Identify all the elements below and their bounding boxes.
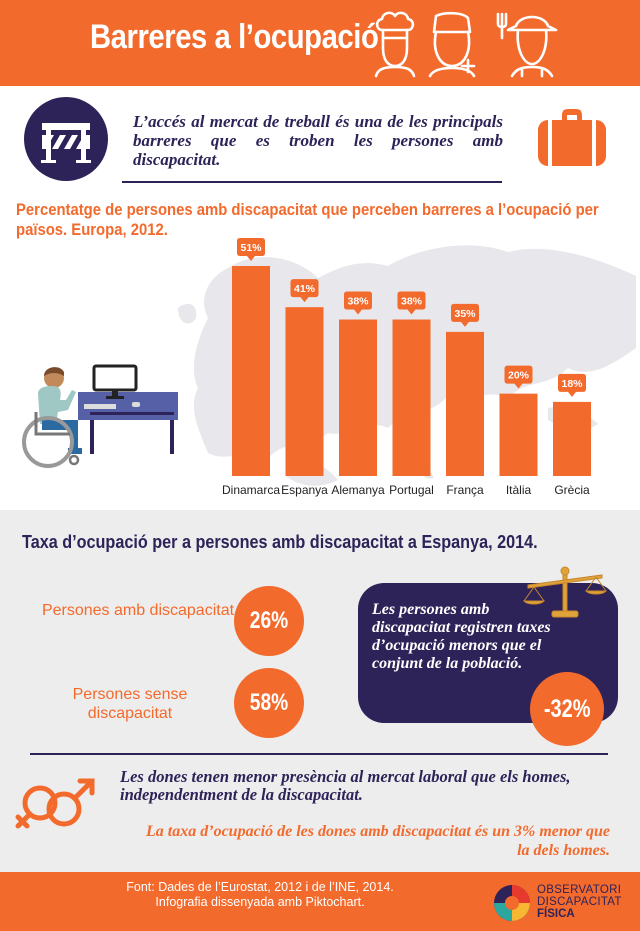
professions-icons <box>374 11 558 78</box>
intro-divider <box>122 181 502 183</box>
data-label-badge <box>558 373 586 397</box>
footer <box>0 872 640 931</box>
chart-title: Percentatge de persones amb discapacitat… <box>16 201 599 239</box>
with-disability-value: 26% <box>249 607 289 634</box>
observatori-logo-icon <box>494 885 530 921</box>
bar-portugal <box>392 319 431 476</box>
logo-line2: DISCAPACITAT <box>537 896 622 908</box>
data-label: 20% <box>508 370 530 382</box>
data-label-badge <box>397 291 426 315</box>
logo-text: OBSERVATORI DISCAPACITAT FÍSICA <box>537 884 622 920</box>
category-label: Espanya <box>281 483 328 497</box>
bar-espanya <box>285 307 324 476</box>
roadblock-icon <box>24 97 108 181</box>
credit-text: Infografia dissenyada amb Piktochart. <box>155 895 365 909</box>
data-label: 41% <box>294 283 316 295</box>
without-disability-value: 58% <box>249 689 289 716</box>
data-label-badge <box>290 279 319 303</box>
data-label: 35% <box>454 308 476 320</box>
intro-statement: L’accés al mercat de treball és una de l… <box>133 112 503 169</box>
bar-frança <box>446 331 484 476</box>
chef-icon <box>374 11 416 78</box>
farmer-icon <box>496 12 558 78</box>
comparison-text: Les persones amb discapacitat registren … <box>372 601 551 672</box>
women-note: La taxa d’ocupació de les dones amb disc… <box>146 823 610 859</box>
bar-alemanya <box>339 319 377 476</box>
category-label: Itàlia <box>506 483 532 497</box>
women-statement: Les dones tenen menor presència al merca… <box>120 767 571 804</box>
data-label-badge <box>451 303 479 327</box>
briefcase-icon <box>538 109 606 166</box>
gender-symbols-icon <box>15 778 95 829</box>
footer-text: Font: Dades de l’Eurostat, 2012 i de l’I… <box>100 880 420 910</box>
data-label: 38% <box>347 296 369 308</box>
category-label: Alemanya <box>331 483 385 497</box>
data-label-badge <box>344 291 372 315</box>
difference-badge: -32% <box>530 672 604 746</box>
logo-line3: FÍSICA <box>537 908 575 920</box>
data-label: 18% <box>561 378 583 390</box>
data-label-badge <box>237 238 265 261</box>
data-label: 38% <box>401 296 423 308</box>
wheelchair-worker-icon <box>22 364 178 468</box>
without-disability-label: Persones sense discapacitat <box>72 686 188 722</box>
bar-grècia <box>553 401 591 476</box>
balance-scale-icon <box>522 566 608 618</box>
data-label: 51% <box>240 242 262 254</box>
with-disability-label: Persones amb discapacitat <box>41 602 235 619</box>
difference-value: -32% <box>543 694 591 723</box>
nurse-icon <box>428 11 476 78</box>
without-disability-rate: 58% <box>234 668 304 738</box>
with-disability-rate: 26% <box>234 586 304 656</box>
category-label: França <box>446 483 484 497</box>
bar-dinamarca <box>232 266 270 476</box>
employment-title: Taxa d’ocupació per a persones amb disca… <box>22 532 538 552</box>
bar-chart: 51% Dinamarca 41% Espanya 38% Alemanya 38% Port… <box>222 238 591 497</box>
category-label: Dinamarca <box>222 483 280 497</box>
category-label: Grècia <box>554 483 590 497</box>
header-banner <box>0 0 640 86</box>
category-label: Portugal <box>389 483 434 497</box>
source-text: Font: Dades de l’Eurostat, 2012 i de l’I… <box>126 880 394 894</box>
section-divider <box>30 753 608 755</box>
page-title: Barreres a l’ocupació <box>90 18 379 56</box>
logo-line1: OBSERVATORI <box>537 884 622 896</box>
bar-itàlia <box>499 393 538 476</box>
data-label-badge <box>504 365 533 389</box>
